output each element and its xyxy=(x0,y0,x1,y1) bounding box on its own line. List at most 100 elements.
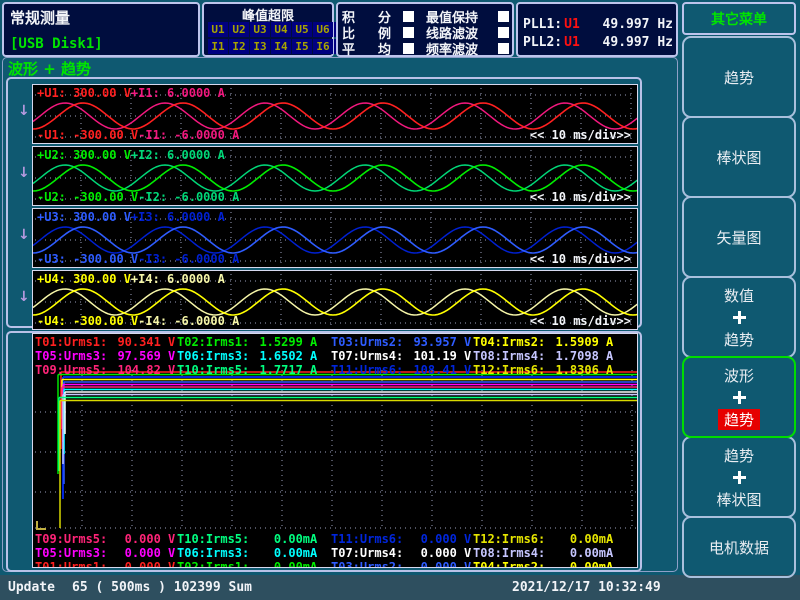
trend-measure-label: T01:Urms1: xyxy=(35,335,107,349)
sidebar-button-label: 矢量图 xyxy=(716,227,761,248)
trend-measure-value: 0.000 V xyxy=(113,532,175,546)
trend-measure-value: 1.8306 A xyxy=(551,363,613,377)
peak-cell-u1: U1 xyxy=(208,22,228,37)
waveform-bottom-label: -U1: -300.00 V-I1: -6.0000 A xyxy=(37,128,239,142)
pll-frequency: 49.997 Hz xyxy=(603,17,673,32)
trend-measure-item: T11:Urms6:108.41 V xyxy=(331,363,471,377)
trend-bottom-row: T05:Urms3:0.000 VT06:Irms3:0.00mAT07:Urm… xyxy=(33,546,637,559)
trend-measure-item: T10:Irms5: 0.00mA xyxy=(177,532,317,546)
mode-box: 常规测量 [USB Disk1] xyxy=(2,2,200,57)
trend-measure-value: 1.7098 A xyxy=(551,349,613,363)
current-neg-range-label: -I1: -6.0000 A xyxy=(138,128,239,142)
zero-level-arrow-icon: ↓ xyxy=(18,104,30,118)
power-analyzer-screen: 常规测量 [USB Disk1] 峰值超限 U1U2U3U4U5U6 I1I2I… xyxy=(0,0,800,600)
current-range-label: +I3: 6.0000 A xyxy=(131,210,225,224)
time-per-div-label: << 10 ms/div>> xyxy=(530,128,631,142)
current-range-label: +I2: 6.0000 A xyxy=(131,148,225,162)
peak-cell-u2: U2 xyxy=(229,22,249,37)
sidebar-button-label: 趋势 xyxy=(724,445,754,466)
peak-cell-i2: I2 xyxy=(229,39,249,54)
sidebar-menu-header: 其它菜单 xyxy=(682,2,796,35)
trend-measure-item: T06:Irms3:1.6502 A xyxy=(177,349,317,363)
trend-bottom-row: T01:Urms1:0.000 VT02:Irms1:0.00mAT03:Urm… xyxy=(33,560,637,568)
plus-icon xyxy=(733,311,746,324)
sidebar-menu-title: 其它菜单 xyxy=(684,9,794,29)
checkbox-icon[interactable] xyxy=(403,27,414,38)
trend-measure-label: T10:Irms5: xyxy=(177,363,249,377)
trend-measure-label: T04:Irms2: xyxy=(473,335,545,349)
zero-level-arrow-icon: ↓ xyxy=(18,290,30,304)
sidebar-button-trend-plus-bar-chart[interactable]: 趋势棒状图 xyxy=(682,436,796,518)
waveform-top-label: +U1: 300.00 V+I1: 6.0000 A xyxy=(37,86,225,100)
trend-measure-value: 0.00mA xyxy=(551,532,613,546)
trend-measure-item: T08:Irms4:1.7098 A xyxy=(473,349,613,363)
sidebar-button-vector-diagram[interactable]: 矢量图 xyxy=(682,196,796,278)
sidebar-button-motor-data[interactable]: 电机数据 xyxy=(682,516,796,578)
time-per-div-label: << 10 ms/div>> xyxy=(530,190,631,204)
trend-measure-label: T06:Irms3: xyxy=(177,546,249,560)
waveform-section: ↓ +U1: 300.00 V+I1: 6.0000 A -U1: -300.00 … xyxy=(6,77,642,328)
update-count: 65 ( 500ms ) 102399 Sum xyxy=(72,580,252,595)
waveform-bottom-label: -U4: -300.00 V-I4: -6.0000 A xyxy=(37,314,239,328)
trend-measure-value: 1.5909 A xyxy=(551,335,613,349)
trend-measure-label: T07:Urms4: xyxy=(331,546,403,560)
trend-measure-item: T09:Urms5:0.000 V xyxy=(35,532,175,546)
waveform-panel-ch2: +U2: 300.00 V+I2: 6.0000 A-U2: -300.00 V… xyxy=(32,146,638,206)
checkbox-icon[interactable] xyxy=(403,11,414,22)
trend-measure-value: 0.00mA xyxy=(255,560,317,568)
trend-measure-value: 0.000 V xyxy=(409,560,471,568)
checkbox-icon[interactable] xyxy=(498,27,509,38)
trend-top-row: T05:Urms3:97.569 VT06:Irms3:1.6502 AT07:… xyxy=(33,349,637,362)
trend-measure-item: T08:Irms4:0.00mA xyxy=(473,546,613,560)
usb-disk-label: [USB Disk1] xyxy=(10,36,103,52)
checkbox-icon[interactable] xyxy=(498,11,509,22)
sidebar-button-label: 电机数据 xyxy=(709,537,769,558)
sidebar-button-label: 棒状图 xyxy=(716,489,761,510)
trend-measure-item: T01:Urms1:0.000 V xyxy=(35,560,175,568)
sidebar-button-waveform-plus-trend[interactable]: 波形趋势 xyxy=(682,356,796,438)
sidebar-button-bar-chart[interactable]: 棒状图 xyxy=(682,116,796,198)
checkbox-icon[interactable] xyxy=(403,43,414,54)
trend-measure-value: 0.00mA xyxy=(255,532,317,546)
waveform-panel-ch3: +U3: 300.00 V+I3: 6.0000 A-U3: -300.00 V… xyxy=(32,208,638,268)
trend-top-row: T09:Urms5:104.82 VT10:Irms5: 1.7717 A T11:… xyxy=(33,363,637,376)
time-per-div-label: << 10 ms/div>> xyxy=(530,314,631,328)
current-neg-range-label: -I3: -6.0000 A xyxy=(138,252,239,266)
trend-measure-item: T03:Urms2:0.000 V xyxy=(331,560,471,568)
peak-cell-i4: I4 xyxy=(271,39,291,54)
voltage-neg-range-label: -U3: -300.00 V xyxy=(37,252,138,266)
trend-measure-label: T10:Irms5: xyxy=(177,532,249,546)
checkbox-icon[interactable] xyxy=(498,43,509,54)
peak-cell-u3: U3 xyxy=(250,22,270,37)
trend-measure-label: T12:Irms6: xyxy=(473,363,545,377)
trend-measure-value: 1.7717 A xyxy=(255,363,317,377)
pll-label: PLL1: xyxy=(523,17,562,32)
sidebar-button-label: 趋势 xyxy=(724,329,754,350)
trend-measure-item: T03:Urms2:93.957 V xyxy=(331,335,471,349)
sidebar-button-trend[interactable]: 趋势 xyxy=(682,36,796,118)
trend-measure-value: 0.00mA xyxy=(255,546,317,560)
trend-measure-value: 101.19 V xyxy=(409,349,471,363)
pll-label: PLL2: xyxy=(523,35,562,50)
sidebar-button-label: 趋势 xyxy=(724,67,754,88)
trend-measure-label: T12:Irms6: xyxy=(473,532,545,546)
current-neg-range-label: -I4: -6.0000 A xyxy=(138,314,239,328)
peak-cell-u6: U6 xyxy=(313,22,333,37)
trend-measure-label: T07:Urms4: xyxy=(331,349,403,363)
plus-icon xyxy=(733,471,746,484)
trend-measure-item: T09:Urms5:104.82 V xyxy=(35,363,175,377)
waveform-panel-ch1: +U1: 300.00 V+I1: 6.0000 A -U1: -300.00 V… xyxy=(32,84,638,144)
avg-option-row: 平均 xyxy=(342,39,414,58)
trend-measure-item: T04:Irms2: 1.5909 A xyxy=(473,335,613,349)
sidebar-button-numeric-plus-trend[interactable]: 数值趋势 xyxy=(682,276,796,358)
trend-measure-item: T01:Urms1:90.341 V xyxy=(35,335,175,349)
trend-measure-label: T05:Urms3: xyxy=(35,349,107,363)
trend-measure-item: T12:Irms6: 1.8306 A xyxy=(473,363,613,377)
waveform-top-label: +U2: 300.00 V+I2: 6.0000 A xyxy=(37,148,225,162)
pll-row: PLL1:U149.997 Hz xyxy=(523,17,675,32)
trend-measure-item: T11:Urms6:0.000 V xyxy=(331,532,471,546)
filter-option-row: 频率滤波 xyxy=(426,39,509,58)
trend-measure-label: T04:Irms2: xyxy=(473,560,545,568)
trend-measure-value: 1.6502 A xyxy=(255,349,317,363)
measure-options-box: 积分比例平均 最值保持线路滤波频率滤波 xyxy=(336,2,514,57)
